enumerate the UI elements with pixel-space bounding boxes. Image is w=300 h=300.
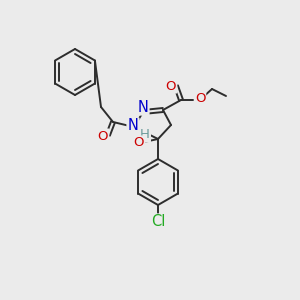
Text: N: N: [138, 100, 148, 115]
Text: O: O: [134, 136, 144, 149]
Text: Cl: Cl: [151, 214, 165, 230]
Text: H: H: [140, 128, 150, 142]
Text: O: O: [195, 92, 205, 104]
Text: O: O: [98, 130, 108, 142]
Text: O: O: [166, 80, 176, 92]
Text: N: N: [128, 118, 138, 134]
